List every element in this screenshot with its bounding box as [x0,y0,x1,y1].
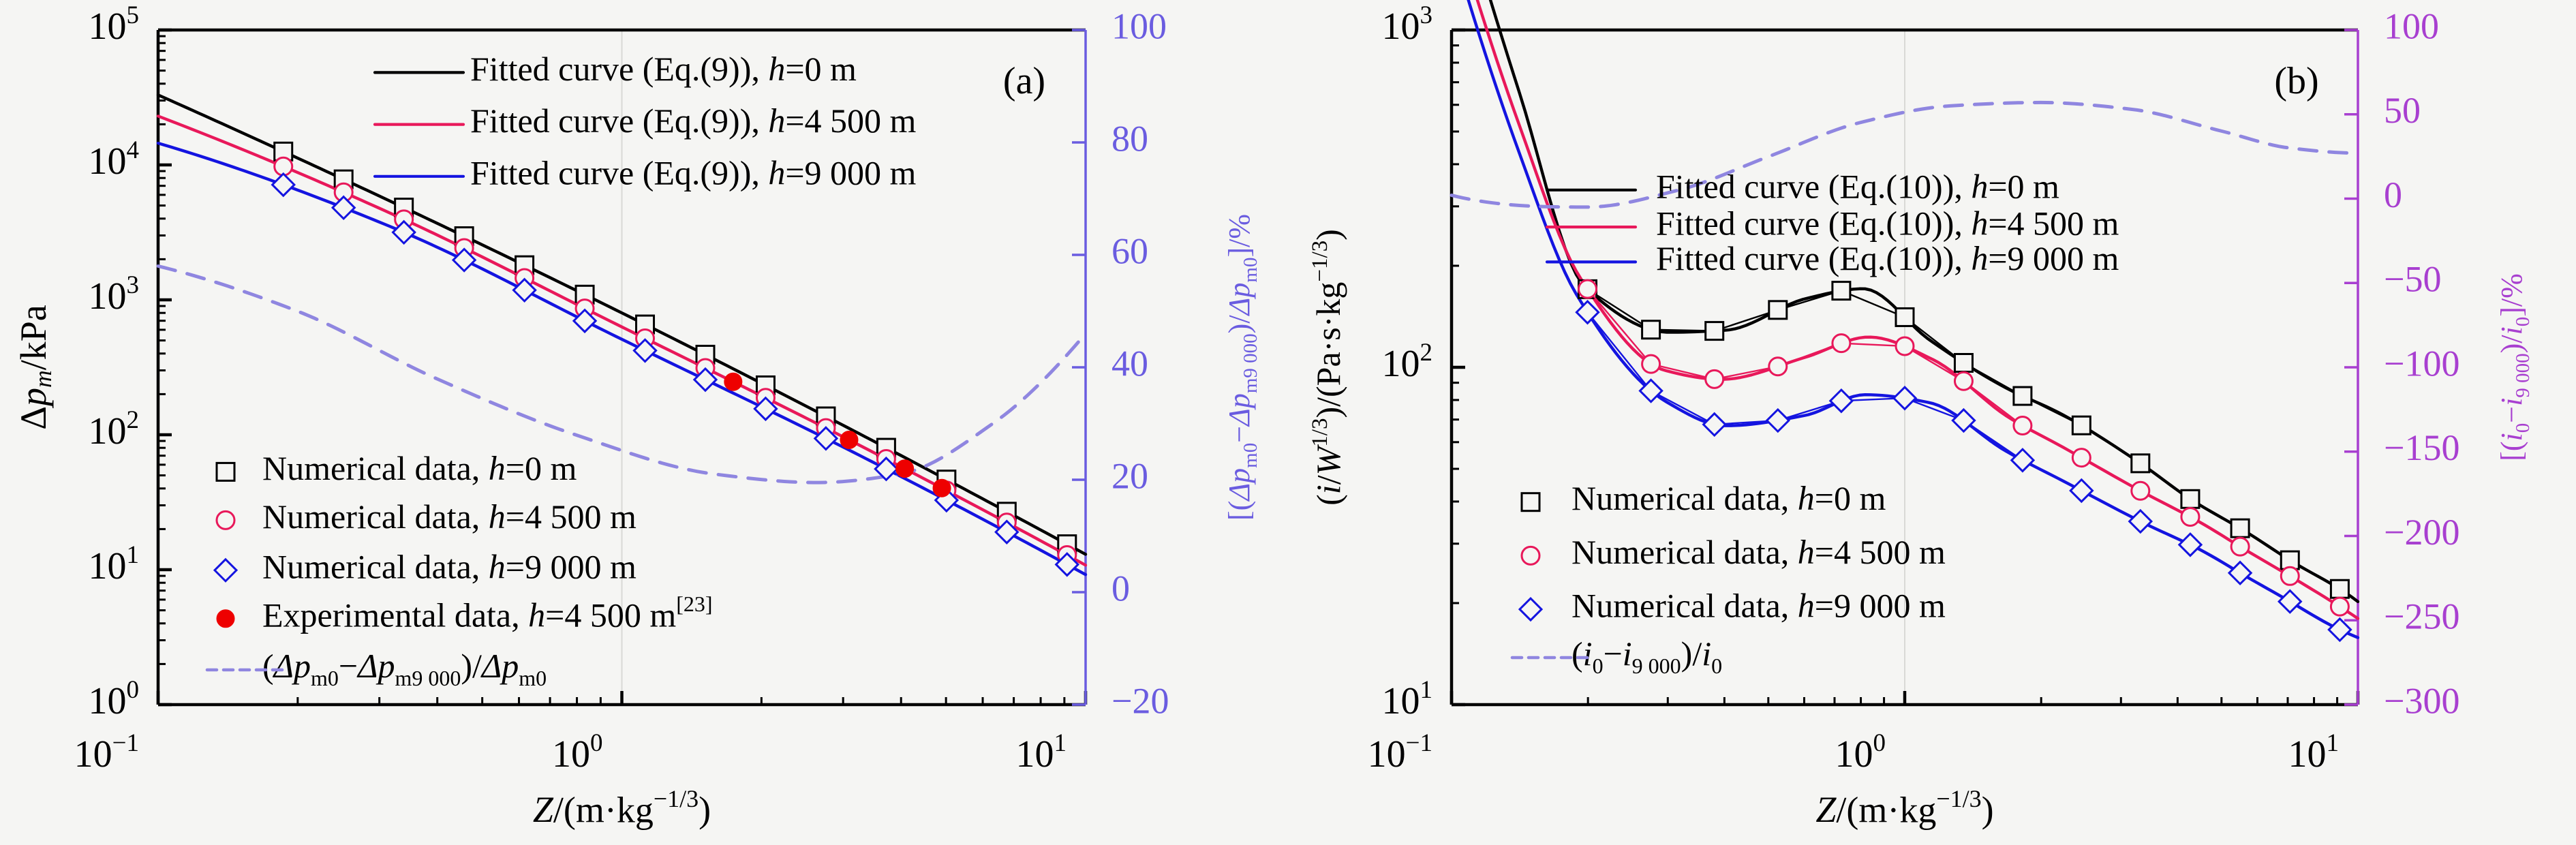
svg-text:100: 100 [1111,5,1167,46]
svg-text:80: 80 [1111,118,1148,159]
svg-text:−20: −20 [1111,680,1169,721]
svg-text:Numerical data, h=9 000 m: Numerical data, h=9 000 m [262,547,637,585]
svg-text:−250: −250 [2384,596,2459,637]
svg-text:Numerical data, h=0 m: Numerical data, h=0 m [1571,479,1886,517]
svg-text:(a): (a) [1003,60,1045,102]
svg-text:0: 0 [1111,568,1130,609]
svg-text:0: 0 [2384,174,2402,215]
svg-text:−50: −50 [2384,259,2441,300]
svg-text:Numerical data, h=9 000 m: Numerical data, h=9 000 m [1571,587,1946,625]
svg-text:Fitted curve (Eq.(9)), h=4 500: Fitted curve (Eq.(9)), h=4 500 m [470,102,917,140]
svg-text:100: 100 [2384,5,2439,46]
svg-text:−100: −100 [2384,343,2459,384]
svg-text:Experimental data, h=4 500 m[2: Experimental data, h=4 500 m[23] [262,592,713,634]
svg-text:Fitted curve (Eq.(10)), h=4 50: Fitted curve (Eq.(10)), h=4 500 m [1656,204,2119,243]
svg-text:20: 20 [1111,455,1148,496]
svg-text:50: 50 [2384,90,2421,131]
svg-text:Fitted curve (Eq.(10)), h=0 m: Fitted curve (Eq.(10)), h=0 m [1656,167,2059,205]
svg-text:−150: −150 [2384,427,2459,468]
svg-text:Numerical data, h=4 500 m: Numerical data, h=4 500 m [262,497,637,536]
svg-text:−300: −300 [2384,680,2459,721]
svg-text:Fitted curve (Eq.(9)), h=0 m: Fitted curve (Eq.(9)), h=0 m [470,50,857,88]
svg-text:Δpm/kPa: Δpm/kPa [13,305,57,429]
svg-text:Numerical data, h=4 500 m: Numerical data, h=4 500 m [1571,533,1946,571]
svg-text:−200: −200 [2384,512,2459,553]
svg-text:Fitted curve (Eq.(9)), h=9 000: Fitted curve (Eq.(9)), h=9 000 m [470,153,917,191]
svg-text:60: 60 [1111,230,1148,271]
svg-text:40: 40 [1111,343,1148,384]
svg-text:Numerical data, h=0 m: Numerical data, h=0 m [262,449,577,487]
svg-text:Fitted curve (Eq.(10)), h=9 00: Fitted curve (Eq.(10)), h=9 000 m [1656,239,2119,277]
svg-text:(b): (b) [2274,60,2318,102]
